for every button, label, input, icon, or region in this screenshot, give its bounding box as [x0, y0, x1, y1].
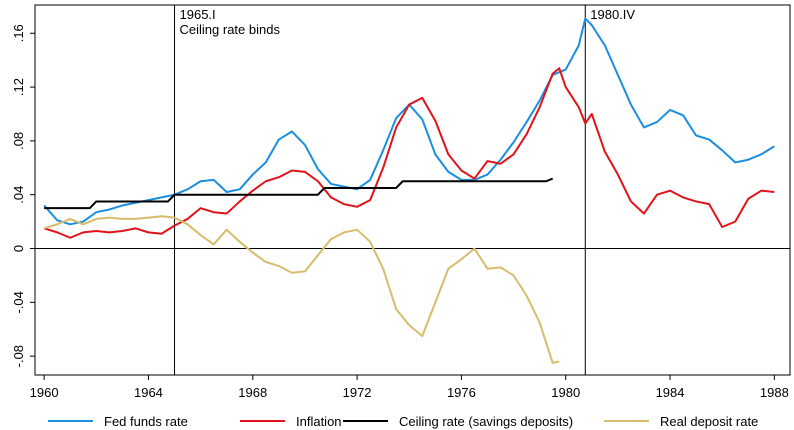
reference-label: Ceiling rate binds: [180, 22, 281, 37]
series-line: [43, 67, 775, 239]
series-line: [43, 215, 560, 364]
reference-label: 1980.IV: [590, 7, 635, 22]
legend-label: Ceiling rate (savings deposits): [399, 414, 573, 429]
y-tick-label: .08: [11, 132, 26, 150]
y-tick-label: .04: [11, 186, 26, 204]
series-line: [43, 17, 775, 226]
legend-label: Real deposit rate: [660, 414, 758, 429]
series-line: [44, 177, 554, 210]
x-tick-label: 1988: [760, 385, 789, 400]
x-tick-label: 1960: [30, 385, 59, 400]
x-tick-label: 1972: [343, 385, 372, 400]
reference-label: 1965.I: [180, 7, 216, 22]
x-tick-label: 1980: [551, 385, 580, 400]
y-tick-label: .12: [11, 78, 26, 96]
x-tick-label: 1984: [656, 385, 685, 400]
x-tick-label: 1976: [447, 385, 476, 400]
legend-label: Inflation: [296, 414, 342, 429]
y-tick-label: -.08: [11, 345, 26, 367]
x-tick-label: 1968: [238, 385, 267, 400]
plot-frame: [34, 4, 791, 376]
legend-label: Fed funds rate: [104, 414, 188, 429]
y-tick-label: 0: [11, 245, 26, 252]
x-tick-label: 1964: [134, 385, 163, 400]
y-tick-label: .16: [11, 24, 26, 42]
y-tick-label: -.04: [11, 291, 26, 313]
